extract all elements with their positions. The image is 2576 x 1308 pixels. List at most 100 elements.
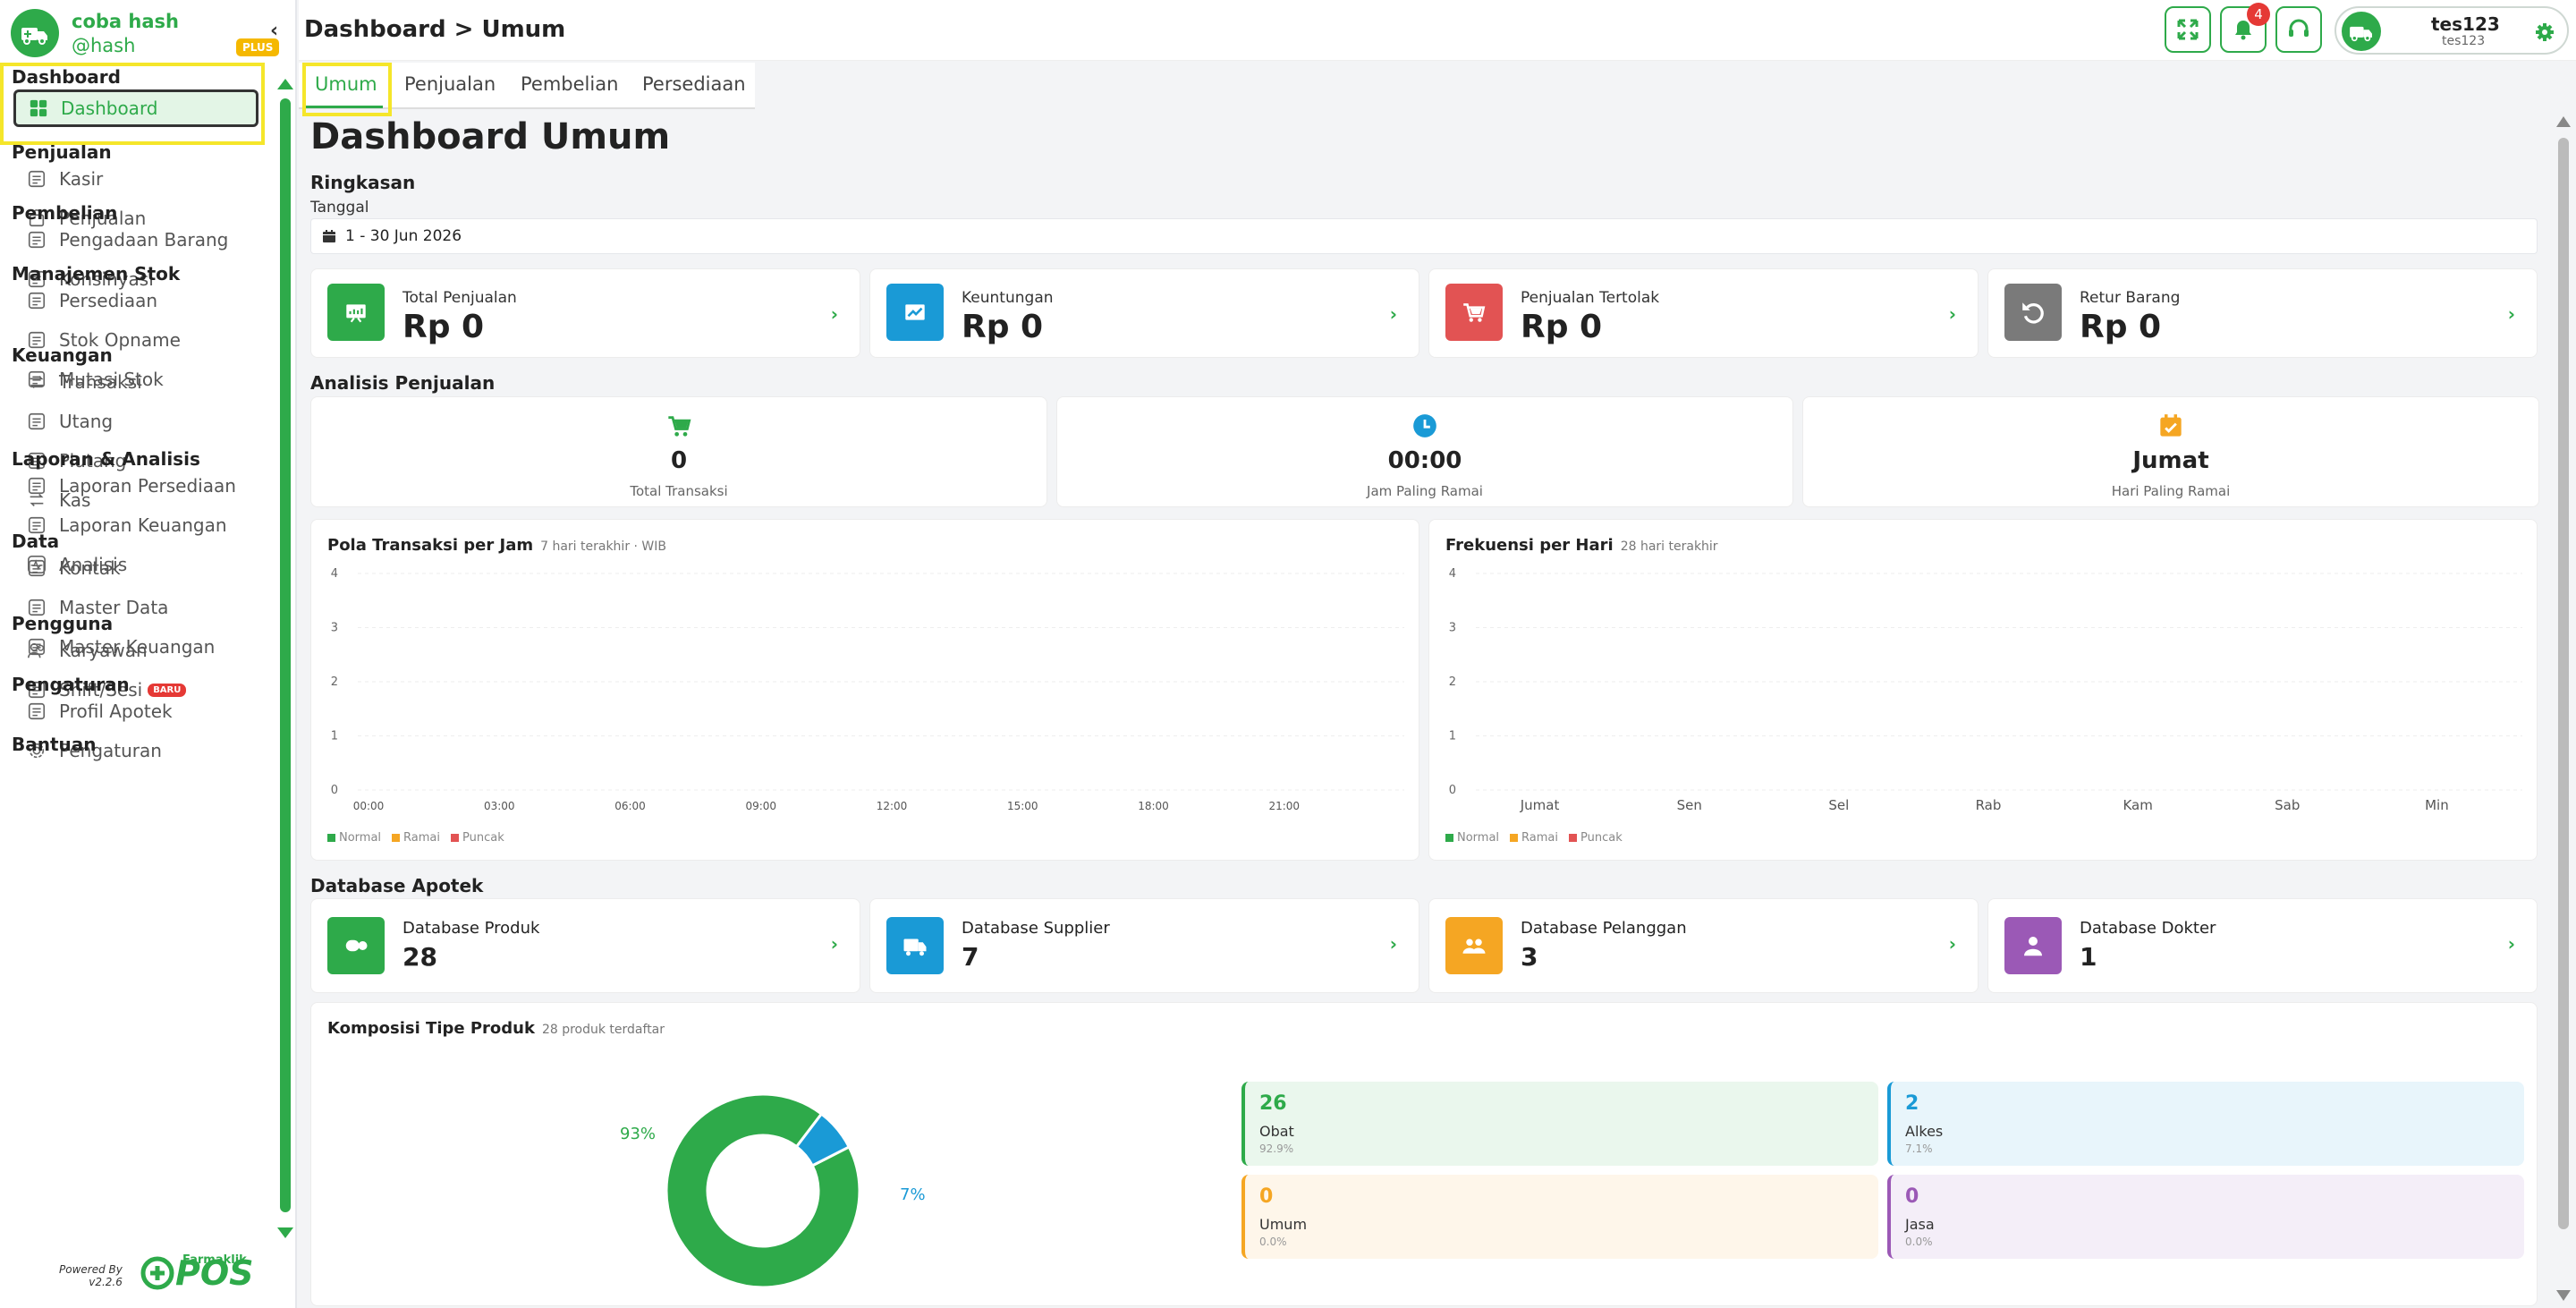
scroll-down-arrow-icon[interactable] — [275, 1224, 295, 1242]
daily-chart-title-text: Frekuensi per Hari — [1445, 536, 1614, 555]
clipboard-icon — [25, 514, 48, 537]
chevron-right-icon[interactable]: › — [2507, 303, 2515, 325]
chevron-right-icon[interactable]: › — [1948, 303, 1956, 325]
legend-ramai: Ramai — [392, 831, 440, 845]
fullscreen-button[interactable] — [2165, 6, 2211, 53]
db-card-database-dokter[interactable]: Database Dokter 1 › — [1987, 898, 2538, 993]
chevron-right-icon[interactable]: › — [1389, 933, 1397, 955]
sidebar-item-karyawan[interactable]: Karyawan — [25, 634, 259, 667]
sidebar-item-penjualan[interactable]: Penjualan — [25, 202, 259, 234]
tab-persediaan[interactable]: Persediaan — [642, 73, 746, 95]
composition-percent: 0.0% — [1905, 1236, 1933, 1248]
sidebar-item-master-keuangan[interactable]: Master Keuangan — [25, 631, 259, 663]
sidebar-item-label: Master Data — [59, 597, 169, 618]
x-tick-label: Sen — [1677, 797, 1702, 813]
sidebar-item-kas[interactable]: Kas — [25, 484, 259, 516]
sidebar-item-piutang[interactable]: Piutang — [25, 445, 259, 477]
main-scrollbar[interactable] — [2555, 111, 2572, 1308]
sidebar-item-label: Laporan Keuangan — [59, 514, 227, 536]
x-tick-label: Sel — [1828, 797, 1849, 813]
chevron-right-icon[interactable]: › — [830, 303, 838, 325]
chevron-right-icon[interactable]: › — [1948, 933, 1956, 955]
sidebar-item-stok-opname[interactable]: Stok Opname — [25, 324, 259, 356]
database-icon — [25, 596, 48, 619]
sidebar-item-master-data[interactable]: Master Data — [25, 591, 259, 624]
chevron-right-icon[interactable]: › — [1389, 303, 1397, 325]
stat-card-retur-barang[interactable]: Retur Barang Rp 0 › — [1987, 268, 2538, 358]
daily-chart-subtitle: 28 hari terakhir — [1620, 539, 1718, 554]
db-value: 28 — [402, 942, 437, 972]
composition-umum: 0 Umum 0.0% — [1241, 1175, 1878, 1259]
sidebar-item-label: Piutang — [59, 450, 127, 471]
tab-penjualan[interactable]: Penjualan — [404, 73, 496, 95]
stat-label: Total Penjualan — [402, 289, 517, 307]
db-card-database-pelanggan[interactable]: Database Pelanggan 3 › — [1428, 898, 1979, 993]
tab-umum[interactable]: Umum — [315, 73, 377, 95]
db-card-database-supplier[interactable]: Database Supplier 7 › — [869, 898, 1419, 993]
chevron-right-icon[interactable]: › — [830, 933, 838, 955]
x-tick-label: Sab — [2275, 797, 2300, 813]
box-icon — [25, 228, 48, 251]
gear-icon[interactable] — [2535, 22, 2555, 42]
chart-icon — [327, 284, 385, 341]
sidebar-item-profil-apotek[interactable]: Profil Apotek — [25, 695, 259, 727]
collapse-sidebar-chevron-icon[interactable]: ‹ — [270, 20, 279, 42]
y-tick-label: 1 — [331, 730, 338, 743]
store-icon — [25, 700, 48, 723]
stat-value: Rp 0 — [402, 309, 485, 345]
legend-normal: Normal — [1445, 831, 1499, 845]
main-scroll-thumb[interactable] — [2558, 138, 2569, 1229]
sidebar-item-kontak[interactable]: Kontak — [25, 552, 259, 584]
db-value: 1 — [2080, 942, 2097, 972]
composition-percent: 7.1% — [1905, 1142, 1933, 1155]
sidebar-item-mutasi-stok[interactable]: Mutasi Stok — [25, 363, 259, 395]
sidebar-section-title: Pengguna — [12, 613, 114, 634]
user-menu[interactable]: tes123 tes123 — [2334, 6, 2569, 55]
sidebar-item-utang[interactable]: Utang — [25, 405, 259, 437]
sidebar-item-konsinyasi[interactable]: Konsinyasi — [25, 263, 259, 295]
main-scroll-down-icon[interactable] — [2555, 1288, 2572, 1303]
sidebar-item-pengadaan-barang[interactable]: Pengadaan Barang — [25, 224, 259, 256]
sidebar-item-pengaturan[interactable]: Pengaturan — [25, 735, 259, 767]
sidebar-item-analisis[interactable]: Analisis — [25, 548, 259, 581]
clock-icon — [1057, 413, 1792, 438]
app-version: v2.2.6 — [89, 1276, 123, 1288]
sidebar-item-label: Pengaturan — [59, 740, 162, 761]
sidebar-section-title: Keuangan — [12, 344, 113, 366]
sidebar-item-laporan-keuangan[interactable]: Laporan Keuangan — [25, 509, 259, 541]
stat-card-penjualan-tertolak[interactable]: Penjualan Tertolak Rp 0 › — [1428, 268, 1979, 358]
composition-card: Komposisi Tipe Produk 28 produk terdaftar… — [310, 1002, 2538, 1306]
composition-count: 26 — [1259, 1092, 1287, 1115]
sidebar-scroll-thumb[interactable] — [280, 98, 291, 1212]
stat-card-total-penjualan[interactable]: Total Penjualan Rp 0 › — [310, 268, 860, 358]
composition-alkes: 2 Alkes 7.1% — [1887, 1082, 2524, 1166]
sidebar-item-label: Karyawan — [59, 640, 148, 661]
notification-button[interactable]: 4 — [2220, 3, 2270, 53]
composition-count: 0 — [1259, 1185, 1274, 1208]
hourly-chart-subtitle: 7 hari terakhir · WIB — [540, 539, 667, 554]
stat-card-keuntungan[interactable]: Keuntungan Rp 0 › — [869, 268, 1419, 358]
main-scroll-up-icon[interactable] — [2555, 115, 2572, 129]
bell-icon — [2235, 21, 2251, 40]
sidebar-item-persediaan[interactable]: Persediaan — [25, 285, 259, 317]
date-range-picker[interactable]: 1 - 30 Jun 2026 — [310, 218, 2538, 254]
sidebar-item-laporan-persediaan[interactable]: Laporan Persediaan — [25, 470, 259, 502]
sidebar-item-label: Penjualan — [59, 208, 147, 229]
tab-pembelian[interactable]: Pembelian — [521, 73, 619, 95]
cart-icon — [311, 413, 1046, 438]
y-tick-label: 2 — [1449, 675, 1456, 689]
sidebar-item-kasir[interactable]: Kasir — [25, 163, 259, 195]
scroll-up-arrow-icon[interactable] — [275, 75, 295, 93]
sidebar-item-shift-sesi[interactable]: Shift/Sesi BARU — [25, 674, 259, 706]
powered-by: Powered By v2.2.6 — [59, 1263, 123, 1288]
db-card-database-produk[interactable]: Database Produk 28 › — [310, 898, 860, 993]
grid-icon — [27, 97, 50, 120]
sidebar-item-dashboard[interactable]: Dashboard — [13, 89, 258, 127]
chevron-right-icon[interactable]: › — [2507, 933, 2515, 955]
composition-donut-chart — [665, 1092, 861, 1289]
page-title: Dashboard Umum — [310, 116, 671, 157]
sidebar-item-transaksi[interactable]: Transaksi — [25, 366, 259, 398]
sidebar-section-title: Bantuan — [12, 734, 97, 755]
support-button[interactable] — [2275, 6, 2322, 53]
sidebar-scrollbar[interactable] — [275, 72, 295, 1244]
